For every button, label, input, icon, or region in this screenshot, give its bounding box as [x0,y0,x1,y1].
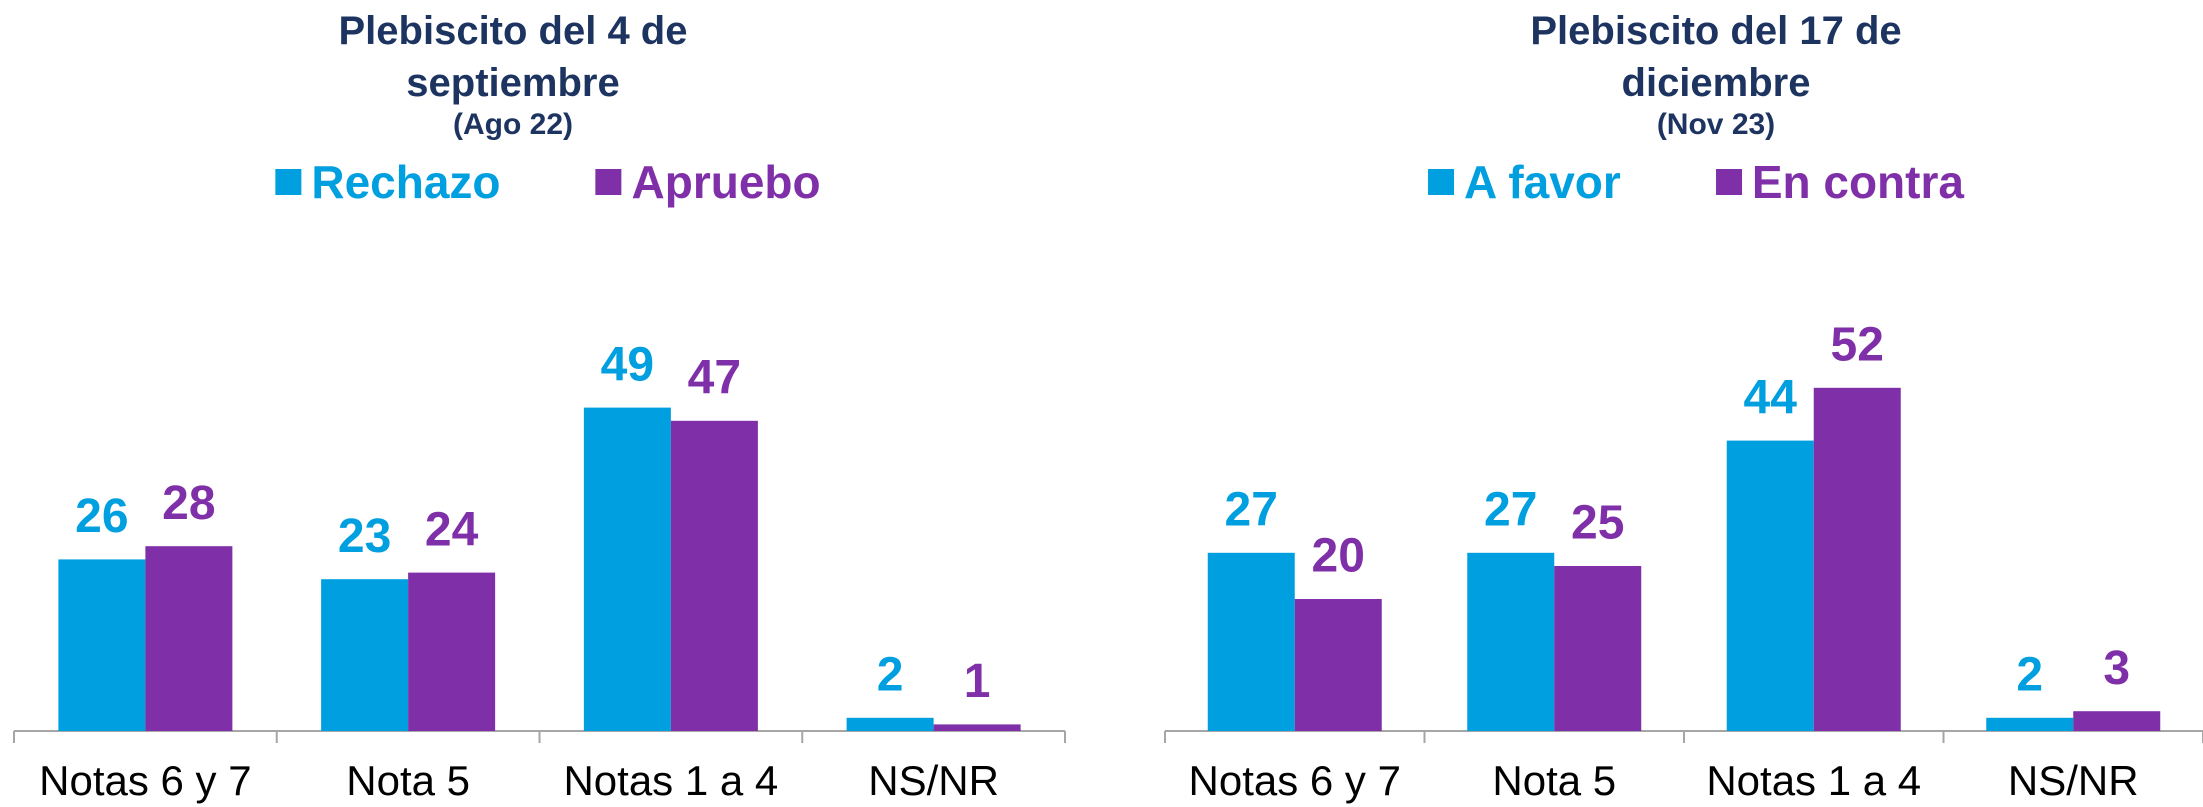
data-label: 44 [1744,371,1798,424]
bar [1554,566,1642,731]
x-tick-label: Notas 1 a 4 [563,757,778,804]
bar [583,407,671,731]
x-tick-label: NS/NR [868,757,999,804]
chart-subtitle: (Nov 23) [1656,108,1776,141]
x-tick-label: Notas 1 a 4 [1706,757,1921,804]
bar [1467,552,1555,731]
chart-subtitle: (Ago 22) [453,108,573,141]
legend-label: A favor [1464,156,1621,208]
data-label: 28 [162,477,215,530]
legend-swatch [1715,169,1742,195]
bar [670,420,758,731]
data-label: 2 [2016,648,2043,701]
chart-title: Plebiscito del 4 de septiembre [338,9,688,105]
data-label: 25 [1571,497,1624,550]
bar [846,717,934,731]
legend-item: Rechazo [275,155,501,209]
legend-label: En contra [1751,156,1964,208]
legend-swatch [595,169,622,195]
data-label: 47 [688,351,741,404]
legend-item: Apruebo [595,155,821,209]
bar [1294,599,1382,731]
bar [58,559,146,731]
legend-swatch [275,169,302,195]
x-tick-label: NS/NR [2008,757,2139,804]
bar [145,546,233,731]
data-label: 49 [601,338,654,391]
data-label: 27 [1225,483,1278,536]
legend-label: Apruebo [631,156,821,208]
data-label: 2 [877,648,904,701]
legend-item: A favor [1428,155,1621,209]
legend-item: En contra [1715,155,1964,209]
legend: A favor En contra [1428,155,1964,209]
bar [1726,440,1814,731]
legend: Rechazo Apruebo [275,155,821,209]
bar [1986,717,2074,731]
x-tick-label: Notas 6 y 7 [39,757,251,804]
bar [1813,387,1901,731]
legend-label: Rechazo [311,156,501,208]
bar [321,579,409,731]
data-label: 52 [1831,318,1884,371]
bar [2073,711,2161,731]
x-tick-label: Notas 6 y 7 [1189,757,1401,804]
bar [933,724,1021,731]
data-label: 20 [1312,530,1365,583]
bar [1207,552,1295,731]
chart-title: Plebiscito del 17 de diciembre [1530,9,1902,105]
data-label: 23 [338,510,391,563]
data-label: 26 [75,490,128,543]
data-label: 1 [964,655,991,708]
legend-swatch [1428,169,1455,195]
x-tick-label: Nota 5 [1492,757,1616,804]
data-label: 27 [1484,483,1537,536]
data-label: 24 [425,503,479,556]
x-tick-label: Nota 5 [346,757,470,804]
bar [408,572,496,731]
data-label: 3 [2103,642,2130,695]
